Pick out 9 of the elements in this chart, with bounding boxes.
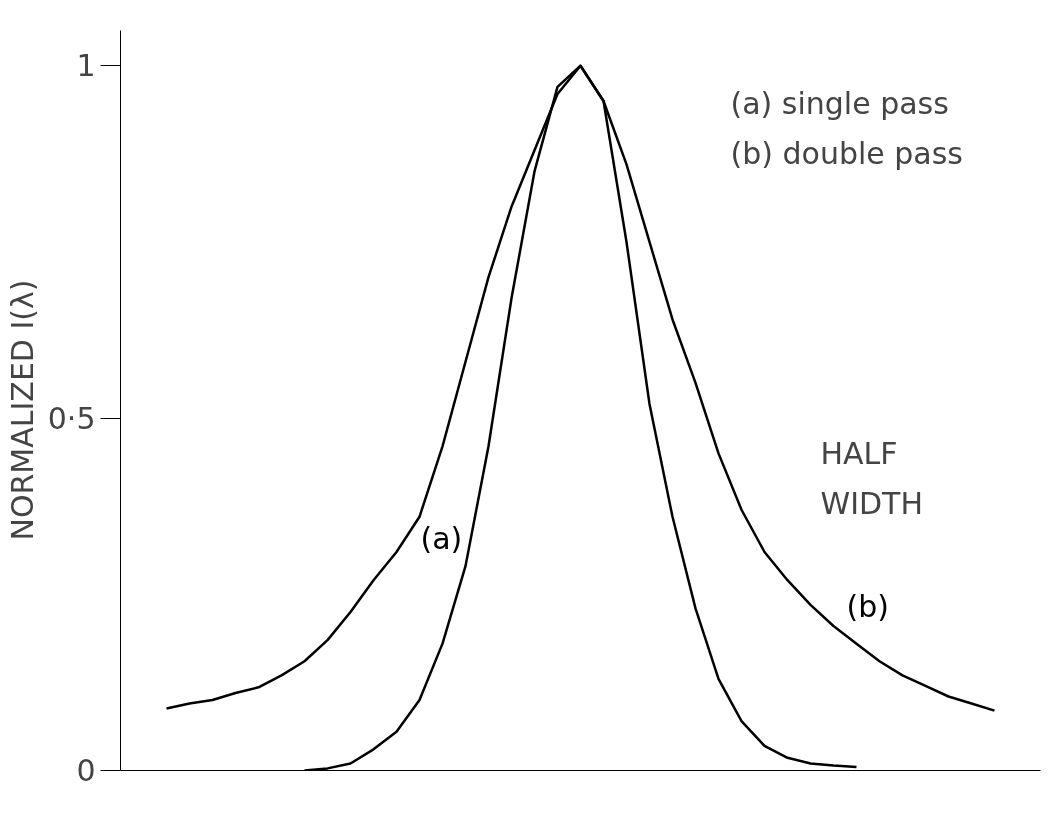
y-tick-label: 0·5 bbox=[47, 400, 96, 436]
y-tick-label: 0 bbox=[76, 753, 96, 788]
annotation: (a) single pass bbox=[730, 85, 949, 121]
series-label: (a) bbox=[420, 521, 463, 557]
annotation: (b) double pass bbox=[730, 135, 963, 171]
series-label: (b) bbox=[846, 588, 889, 624]
annotation: HALF WIDTH bbox=[820, 435, 923, 521]
y-tick-label: 1 bbox=[76, 48, 96, 84]
y-axis-title: NORMALIZED I(λ) bbox=[4, 279, 40, 541]
